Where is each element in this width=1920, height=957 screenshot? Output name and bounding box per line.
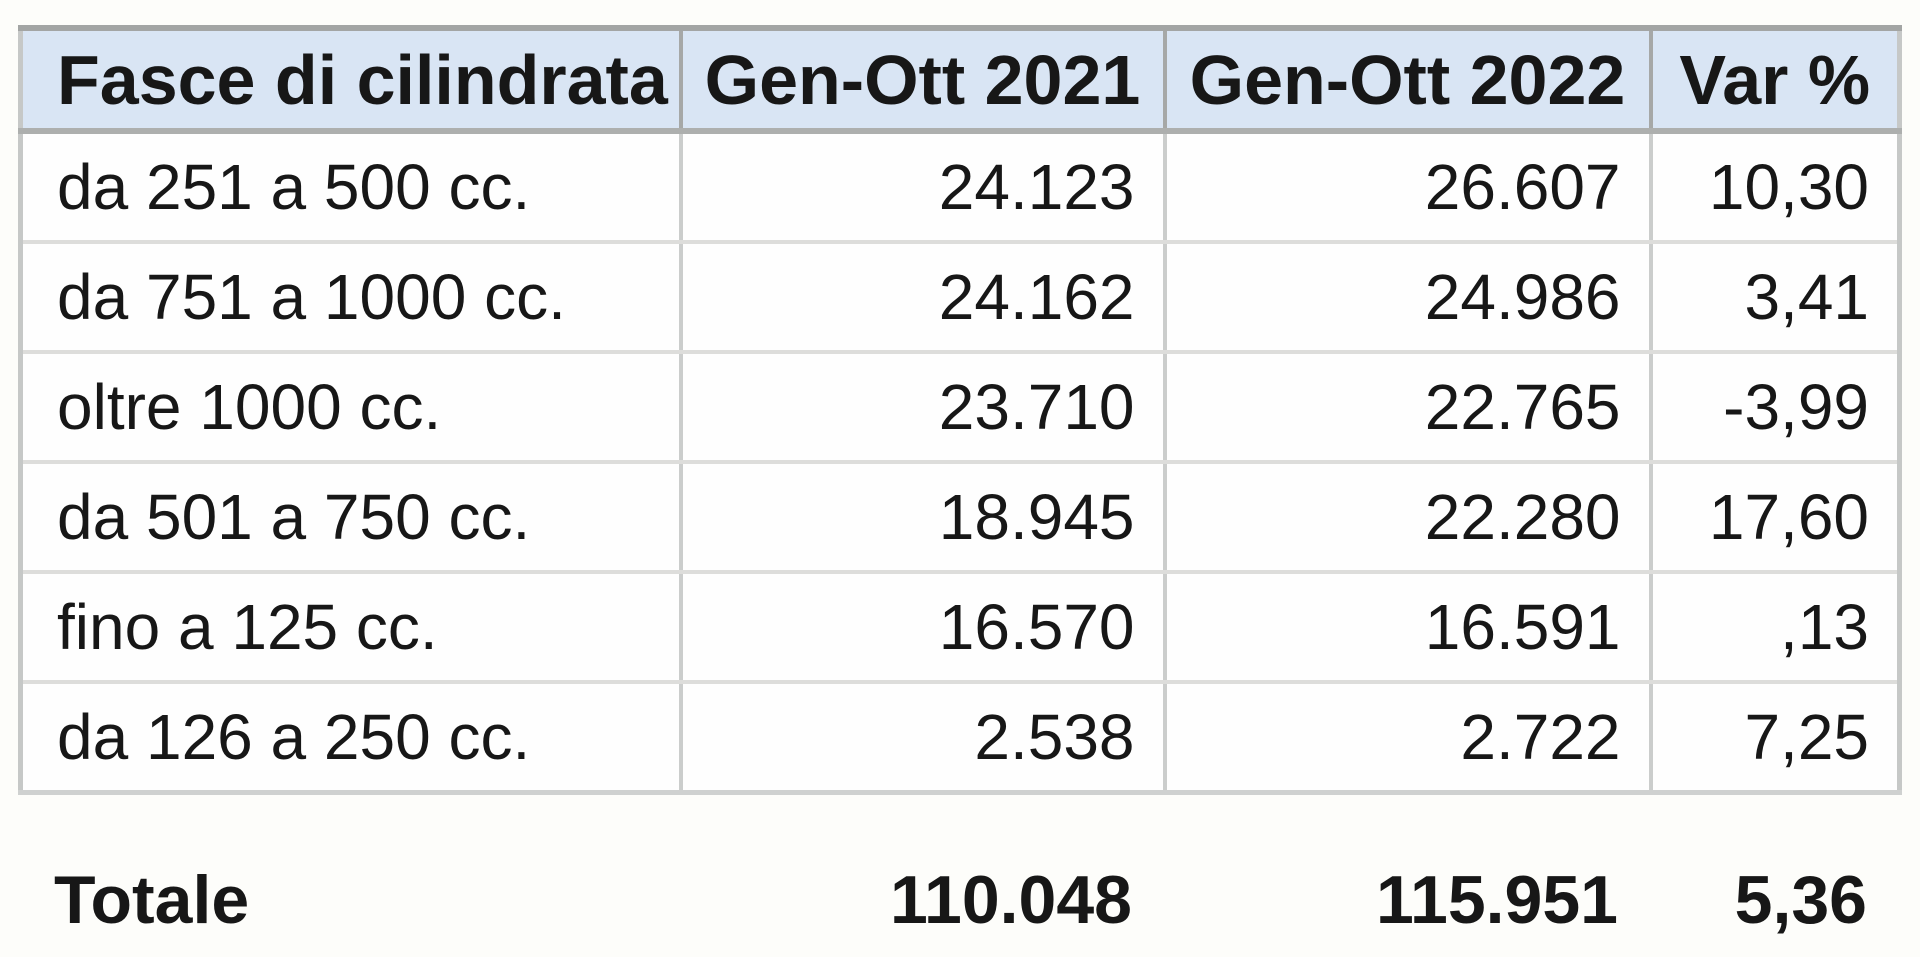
cilindrata-registrations-table: Fasce di cilindrata Gen-Ott 2021 Gen-Ott… [18, 25, 1902, 795]
row-label: da 501 a 750 cc. [20, 462, 683, 574]
value-var: 7,25 [1650, 682, 1900, 793]
row-label: fino a 125 cc. [20, 572, 683, 684]
table-row: da 501 a 750 cc. 18.945 22.280 17,60 [20, 462, 1900, 574]
row-label: da 751 a 1000 cc. [20, 242, 683, 354]
total-2022: 115.951 [1375, 862, 1618, 938]
value-2022: 16.591 [1164, 572, 1653, 684]
row-label: oltre 1000 cc. [20, 352, 683, 464]
table-row: da 251 a 500 cc. 24.123 26.607 10,30 [20, 131, 1900, 244]
table-row: fino a 125 cc. 16.570 16.591 ,13 [20, 572, 1900, 684]
value-2022: 22.765 [1164, 352, 1653, 464]
header-row: Fasce di cilindrata Gen-Ott 2021 Gen-Ott… [20, 28, 1900, 134]
value-2021: 24.123 [680, 131, 1167, 244]
row-label: da 251 a 500 cc. [20, 131, 683, 244]
value-var: -3,99 [1650, 352, 1900, 464]
table-row: oltre 1000 cc. 23.710 22.765 -3,99 [20, 352, 1900, 464]
total-2021: 110.048 [889, 862, 1132, 938]
value-2021: 24.162 [680, 242, 1167, 354]
value-2022: 2.722 [1164, 682, 1653, 793]
total-row: Totale 110.048 115.951 5,36 [18, 850, 1897, 950]
value-var: 3,41 [1650, 242, 1900, 354]
header-var-percent: Var % [1650, 28, 1900, 134]
row-label: da 126 a 250 cc. [20, 682, 683, 793]
value-var: ,13 [1650, 572, 1900, 684]
value-var: 17,60 [1650, 462, 1900, 574]
header-fasce-di-cilindrata: Fasce di cilindrata [20, 28, 683, 134]
total-label: Totale [54, 862, 250, 938]
header-gen-ott-2021: Gen-Ott 2021 [680, 28, 1167, 134]
value-var: 10,30 [1650, 131, 1900, 244]
total-var: 5,36 [1734, 862, 1867, 938]
value-2021: 16.570 [680, 572, 1167, 684]
header-gen-ott-2022: Gen-Ott 2022 [1164, 28, 1653, 134]
value-2021: 18.945 [680, 462, 1167, 574]
table-row: da 751 a 1000 cc. 24.162 24.986 3,41 [20, 242, 1900, 354]
table-row: da 126 a 250 cc. 2.538 2.722 7,25 [20, 682, 1900, 793]
value-2022: 26.607 [1164, 131, 1653, 244]
value-2021: 23.710 [680, 352, 1167, 464]
value-2022: 22.280 [1164, 462, 1653, 574]
value-2022: 24.986 [1164, 242, 1653, 354]
value-2021: 2.538 [680, 682, 1167, 793]
